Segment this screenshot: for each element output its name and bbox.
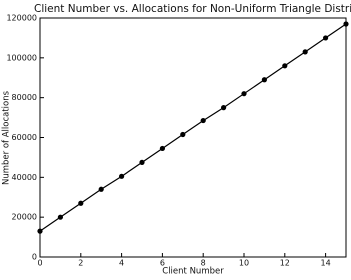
x-axis-label: Client Number bbox=[162, 267, 224, 277]
data-point bbox=[159, 145, 165, 152]
x-tick-label: 2 bbox=[78, 259, 83, 268]
data-point bbox=[98, 186, 104, 192]
data-point bbox=[343, 21, 349, 27]
y-tick-label: 100000 bbox=[6, 53, 37, 62]
data-point bbox=[221, 105, 227, 111]
y-tick-label: 60000 bbox=[12, 133, 37, 142]
data-point bbox=[323, 35, 329, 41]
data-point bbox=[139, 159, 145, 165]
data-point bbox=[57, 214, 64, 220]
data-point bbox=[37, 228, 43, 234]
data-point bbox=[241, 91, 247, 97]
x-tick-label: 14 bbox=[321, 259, 331, 268]
data-point bbox=[78, 200, 84, 206]
x-tick-label: 8 bbox=[201, 259, 206, 268]
y-tick-label: 120000 bbox=[6, 14, 37, 23]
y-tick-label: 80000 bbox=[12, 93, 37, 102]
x-tick-label: 4 bbox=[119, 259, 124, 268]
data-point bbox=[261, 77, 267, 83]
data-point bbox=[119, 173, 125, 179]
data-point bbox=[302, 49, 308, 55]
x-tick-label: 0 bbox=[37, 259, 42, 268]
x-tick-label: 10 bbox=[239, 259, 249, 268]
y-tick-label: 40000 bbox=[12, 173, 37, 182]
x-tick-label: 6 bbox=[160, 259, 165, 268]
data-point bbox=[180, 131, 186, 138]
data-point bbox=[200, 117, 206, 124]
y-tick-label: 0 bbox=[32, 253, 37, 262]
y-tick-label: 20000 bbox=[12, 213, 37, 222]
y-axis-label: Number of Allocations bbox=[2, 90, 12, 185]
x-tick-label: 12 bbox=[280, 259, 290, 268]
data-point bbox=[282, 63, 288, 69]
series-line bbox=[39, 23, 347, 232]
chart-title: Client Number vs. Allocations for Non-Un… bbox=[34, 3, 351, 15]
plot-frame bbox=[39, 17, 347, 258]
